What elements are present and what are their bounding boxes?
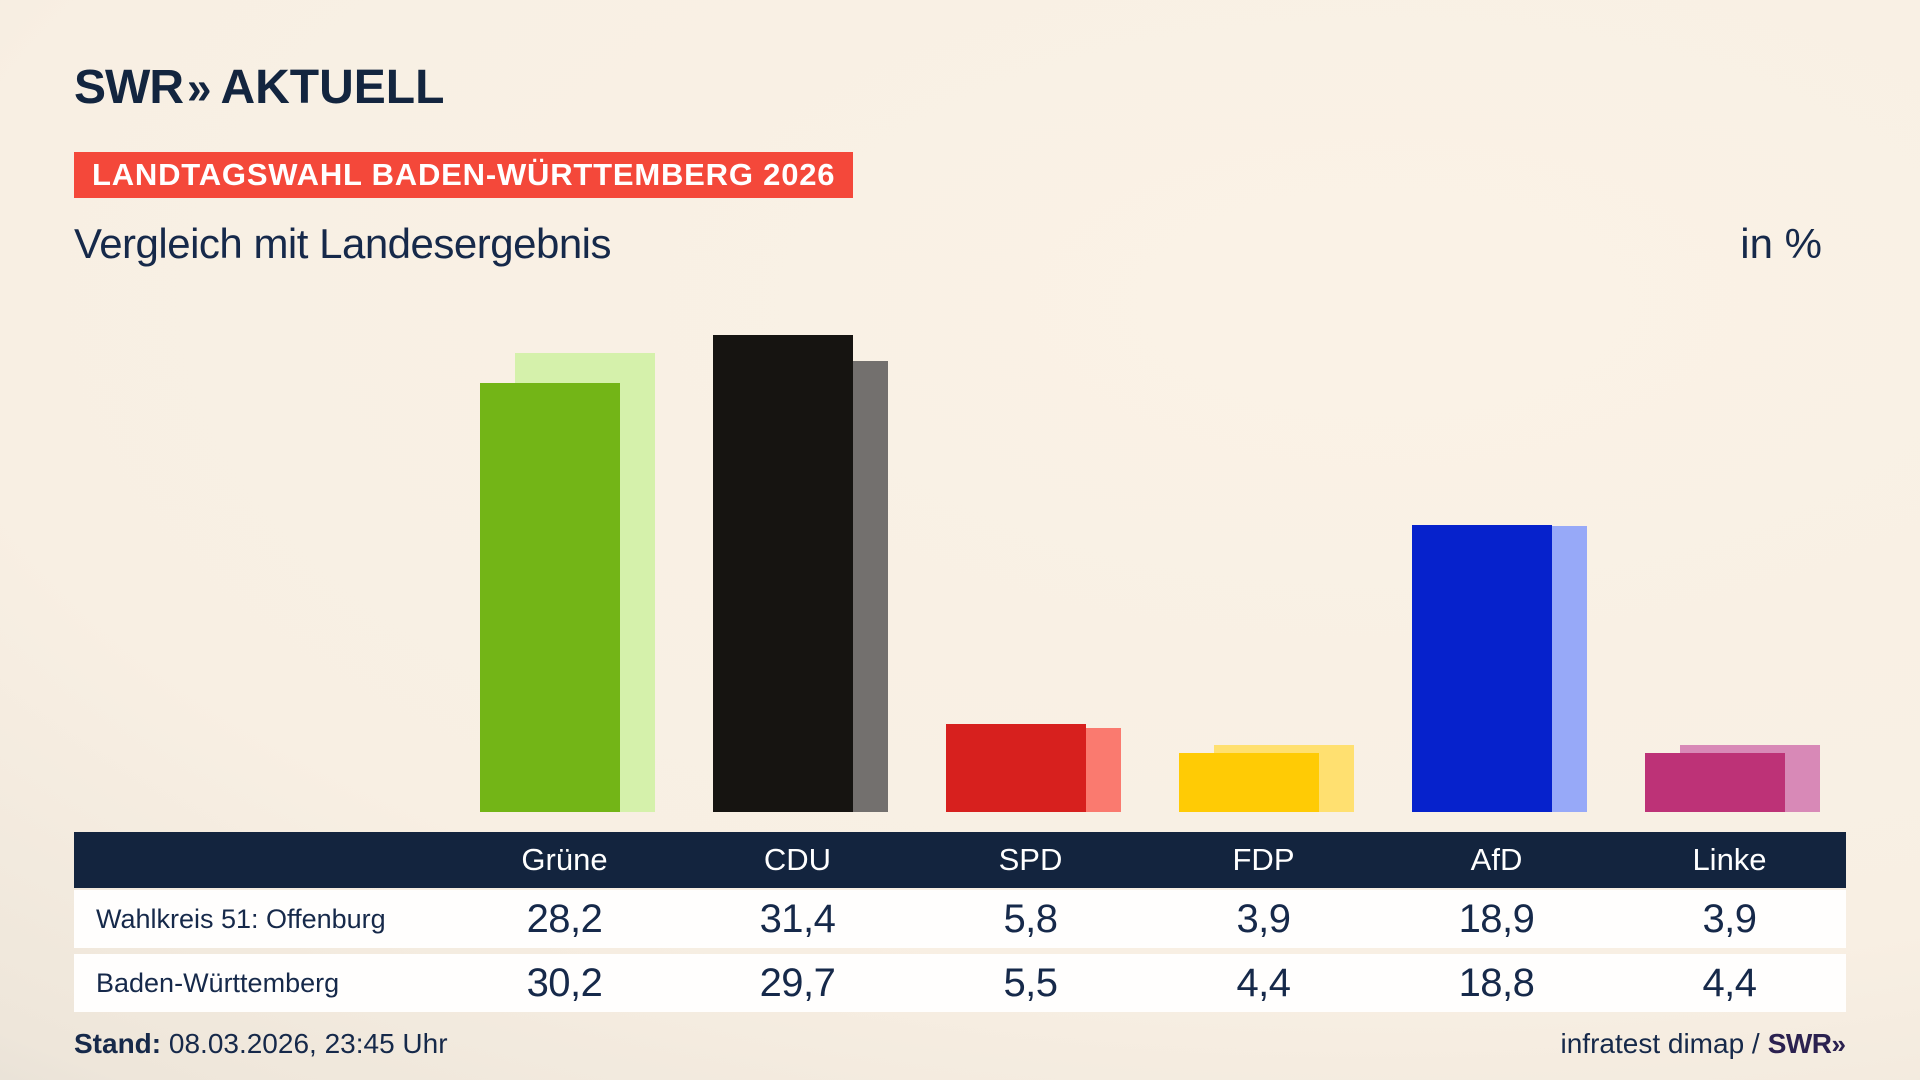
result-value: 4,4 xyxy=(1236,960,1291,1005)
timestamp: Stand: 08.03.2026, 23:45 Uhr xyxy=(74,1028,448,1060)
result-value: 30,2 xyxy=(526,960,603,1005)
result-value: 3,9 xyxy=(1702,896,1757,941)
stand-value: 08.03.2026, 23:45 Uhr xyxy=(168,1028,448,1059)
result-value: 18,9 xyxy=(1458,896,1535,941)
stand-label: Stand: xyxy=(74,1028,162,1059)
table-row-land: Baden-Württemberg 30,2 29,7 5,5 4,4 18,8… xyxy=(74,954,1846,1012)
logo-swr-text: SWR xyxy=(74,61,184,114)
column-header-linke: Linke xyxy=(1692,842,1767,877)
bar-wahlkreis-cdu xyxy=(713,334,853,812)
source-credit: infratest dimap / SWR » xyxy=(1561,1028,1847,1060)
source-swr-brand: SWR xyxy=(1767,1028,1832,1059)
result-value: 18,8 xyxy=(1458,960,1535,1005)
double-chevron-icon: » xyxy=(186,62,212,115)
column-header-spd: SPD xyxy=(998,842,1063,877)
row-label: Wahlkreis 51: Offenburg xyxy=(96,903,386,934)
result-value: 4,4 xyxy=(1702,960,1757,1005)
result-value: 5,8 xyxy=(1003,896,1058,941)
chart-title: Vergleich mit Landesergebnis xyxy=(74,220,612,267)
bar-wahlkreis-spd xyxy=(946,723,1086,812)
logo-aktuell-text: AKTUELL xyxy=(220,61,445,114)
column-header-cdu: CDU xyxy=(763,842,832,877)
result-value: 29,7 xyxy=(759,960,836,1005)
result-value: 5,5 xyxy=(1003,960,1058,1005)
source-double-chevron-icon: » xyxy=(1831,1029,1846,1059)
source-text: infratest dimap / xyxy=(1560,1028,1760,1059)
swr-aktuell-logo: SWR » AKTUELL xyxy=(74,60,444,115)
table-header-row: Grüne CDU SPD FDP AfD Linke xyxy=(74,832,1846,888)
bar-wahlkreis-fdp xyxy=(1179,752,1319,812)
bar-wahlkreis-afd xyxy=(1412,524,1552,812)
column-header-gruene: Grüne xyxy=(521,842,608,877)
result-value: 3,9 xyxy=(1236,896,1291,941)
column-header-fdp: FDP xyxy=(1232,842,1295,877)
result-value: 28,2 xyxy=(526,896,603,941)
election-banner: LANDTAGSWAHL BADEN-WÜRTTEMBERG 2026 xyxy=(74,152,854,198)
result-value: 31,4 xyxy=(759,896,836,941)
results-table: Grüne CDU SPD FDP AfD Linke Wahlkreis 51… xyxy=(74,832,1846,1012)
table-row-wahlkreis: Wahlkreis 51: Offenburg 28,2 31,4 5,8 3,… xyxy=(74,890,1846,948)
column-header-afd: AfD xyxy=(1470,842,1523,877)
bar-wahlkreis-linke xyxy=(1645,752,1785,812)
row-label: Baden-Württemberg xyxy=(96,967,340,998)
unit-label: in % xyxy=(1740,220,1822,267)
bar-wahlkreis-grüne xyxy=(480,383,620,812)
